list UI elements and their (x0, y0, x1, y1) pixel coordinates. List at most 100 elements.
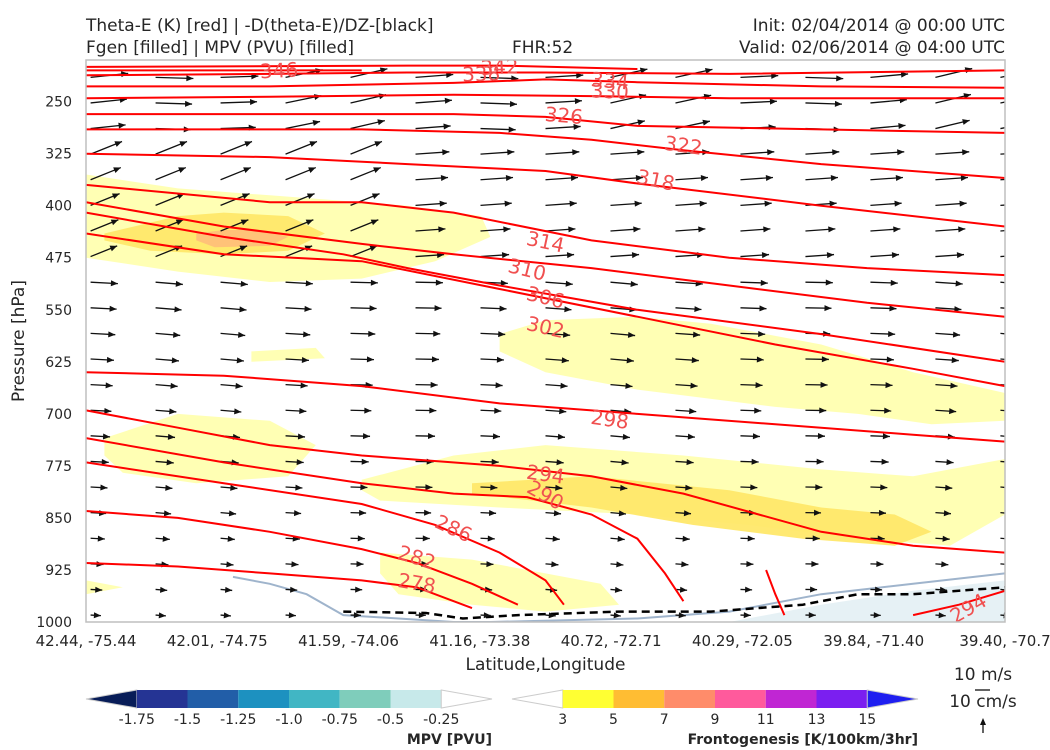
wind-vector-head (894, 200, 902, 207)
wind-vector-head (692, 331, 701, 338)
wind-vector-head (499, 305, 507, 312)
wind-vector-head (756, 356, 764, 363)
wind-vector (1000, 486, 1005, 489)
wind-vector-head (362, 433, 371, 440)
wind-vector-head (760, 279, 768, 286)
theta-e-contour (86, 201, 1005, 318)
fgen-colorbar-segment (664, 690, 715, 708)
wind-vector-head (808, 612, 816, 619)
wind-vector-head (811, 560, 819, 567)
wind-vector-head (895, 174, 903, 181)
wind-vector-head (685, 484, 693, 491)
wind-vector-head (704, 67, 713, 74)
theta-e-contour (86, 510, 519, 606)
wind-vector-head (110, 219, 119, 226)
wind-vector-head (576, 72, 584, 79)
mpv-colorbar-tick: -1.75 (119, 712, 155, 728)
wind-vector-head (162, 535, 170, 542)
wind-vector-head (960, 174, 968, 181)
wind-vector-head (368, 330, 376, 337)
contour-label: 330 (590, 78, 629, 104)
wind-vector-head (175, 280, 183, 287)
wind-vector-head (236, 357, 244, 364)
wind-vector-head (941, 561, 949, 568)
wind-vector-head (832, 149, 840, 156)
title-line-2: Fgen [filled] | MPV (PVU) [filled] (86, 38, 355, 58)
mpv-colorbar-tick: -0.75 (322, 712, 358, 728)
wind-vector-head (946, 459, 954, 466)
wind-vector-head (555, 484, 563, 491)
wind-vector-head (625, 382, 633, 389)
mpv-colorbar-segment (85, 689, 138, 709)
wind-vector-head (174, 306, 182, 313)
wind-vector (1000, 75, 1005, 78)
wind-vector-head (950, 382, 958, 389)
wind-vector-head (507, 149, 515, 156)
wind-vector-head (355, 586, 363, 593)
wind-vector-head (360, 484, 368, 491)
mpv-colorbar-segment (238, 690, 289, 708)
wind-vector-head (361, 458, 369, 465)
vector-scale-horizontal: 10 m/s (954, 665, 1012, 685)
wind-vector-head (618, 510, 627, 517)
fgen-colorbar-segment (613, 690, 665, 708)
terrain-line (232, 572, 1005, 622)
wind-vector-head (494, 407, 502, 414)
wind-vector-head (295, 484, 303, 491)
wind-vector-head (371, 193, 380, 200)
wind-vector-head (568, 226, 576, 233)
x-tick-label: 40.29, -72.05 (692, 632, 793, 650)
contour-label-group: 286 (431, 509, 476, 547)
fgen-fill-region (499, 316, 1005, 425)
wind-vector-head (745, 586, 753, 593)
theta-e-contour (765, 569, 786, 616)
theta-e-contour (86, 78, 1005, 89)
wind-vector-head (301, 356, 309, 363)
contour-label: 318 (635, 164, 677, 195)
wind-vector-head (504, 200, 512, 207)
wind-vector-head (169, 408, 177, 415)
wind-vector-head (239, 245, 248, 252)
theta-e-contour (86, 113, 1005, 134)
wind-vector-head (1027, 149, 1034, 155)
theta-e-contour (86, 128, 1005, 179)
wind-vector-head (951, 357, 959, 364)
wind-vector-head (885, 382, 893, 389)
wind-vector-head (108, 331, 116, 338)
theta-e-contour (86, 562, 473, 610)
wind-vector-head (158, 612, 166, 619)
wind-vector-head (356, 561, 364, 568)
wind-vector-head (166, 459, 174, 466)
wind-vector (1000, 332, 1005, 335)
wind-vector-head (633, 226, 641, 233)
wind-vector-head (303, 331, 311, 338)
wind-vector-head (751, 458, 759, 465)
wind-vector-head (747, 535, 755, 542)
wind-vector-head (353, 612, 361, 619)
contour-label: 346 (259, 57, 298, 83)
wind-vector (1000, 511, 1005, 514)
theta-e-contour (86, 183, 1005, 277)
wind-vector-head (962, 149, 970, 156)
fgen-colorbar-tick: 7 (660, 712, 669, 728)
wind-vector-head (118, 122, 126, 129)
wind-vector-head (501, 252, 510, 259)
wind-vector-head (114, 141, 123, 147)
wind-vector-head (483, 612, 491, 619)
wind-vector-head (1009, 510, 1016, 516)
wind-vector-head (812, 535, 820, 542)
wind-vector-head (357, 535, 365, 542)
wind-vector-head (613, 612, 621, 619)
wind-vector-head (1010, 485, 1017, 491)
wind-vector-head (435, 279, 443, 286)
wind-vector-head (240, 280, 248, 287)
wind-vector-head (163, 510, 172, 517)
wind-vector-head (243, 167, 251, 173)
y-tick-label: 775 (45, 459, 72, 475)
theta-e-contour (86, 461, 565, 606)
wind-vector-head (769, 98, 777, 105)
fgen-colorbar-segment (866, 689, 919, 709)
wind-vector-head (639, 67, 648, 74)
wind-vector-head (224, 586, 233, 593)
